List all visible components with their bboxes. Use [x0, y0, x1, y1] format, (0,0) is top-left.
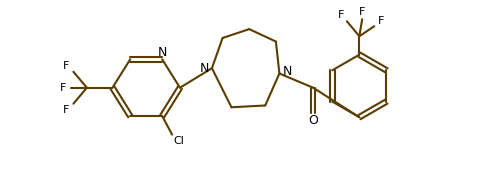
Text: F: F [63, 105, 69, 115]
Text: Cl: Cl [173, 136, 184, 146]
Text: O: O [308, 114, 318, 127]
Text: N: N [157, 46, 166, 59]
Text: F: F [337, 10, 343, 20]
Text: F: F [63, 61, 69, 71]
Text: N: N [282, 65, 292, 78]
Text: F: F [377, 16, 384, 26]
Text: N: N [199, 62, 208, 75]
Text: F: F [358, 7, 365, 17]
Text: F: F [60, 83, 66, 93]
